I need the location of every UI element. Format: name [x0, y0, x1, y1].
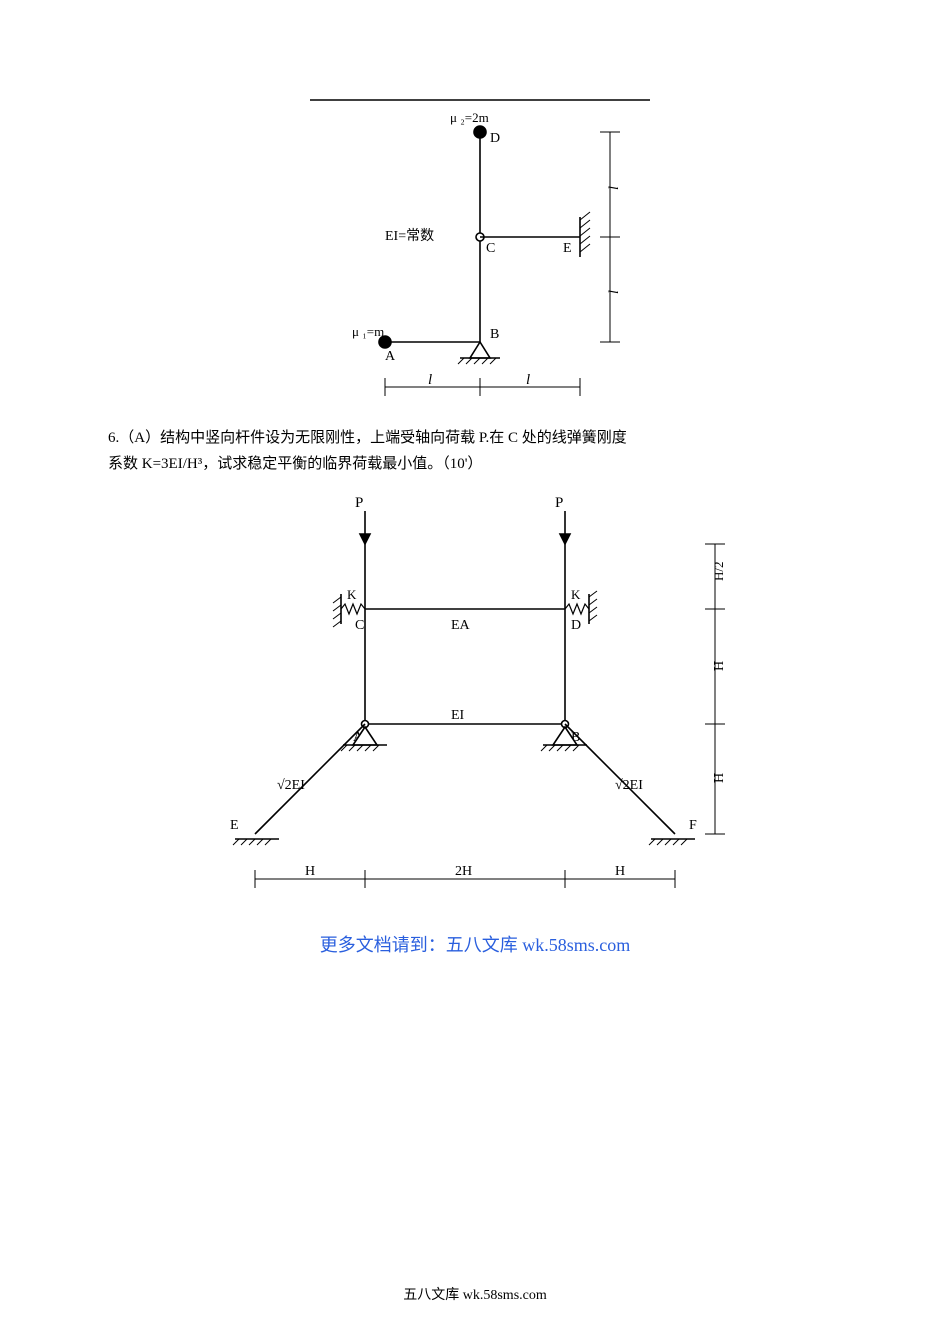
svg-text:A: A [385, 349, 396, 364]
problem6-line1: 6.（A）结构中竖向杆件设为无限刚性，上端受轴向荷载 P.在 C 处的线弹簧刚度 [108, 430, 627, 446]
svg-text:H: H [712, 661, 727, 671]
svg-text:D: D [490, 131, 500, 146]
svg-text:l: l [526, 372, 530, 388]
page-footer: 五八文库 wk.58sms.com [0, 1284, 950, 1304]
svg-text:μ ₁=m: μ ₁=m [352, 324, 384, 339]
svg-text:C: C [355, 618, 364, 633]
svg-text:EI: EI [451, 708, 465, 723]
svg-text:K: K [347, 587, 357, 602]
figure-1: μ ₂=2m D C E EI=常数 B [290, 92, 660, 412]
svg-text:E: E [563, 241, 572, 256]
svg-text:H: H [615, 864, 625, 879]
svg-text:√2EI: √2EI [615, 778, 643, 793]
more-docs-link[interactable]: 更多文档请到：五八文库 wk.58sms.com [90, 931, 860, 957]
svg-text:P: P [555, 495, 563, 511]
svg-text:K: K [571, 587, 581, 602]
svg-text:EA: EA [451, 618, 471, 633]
svg-text:EI=常数: EI=常数 [385, 228, 434, 244]
svg-text:B: B [490, 327, 499, 342]
svg-text:H: H [712, 773, 727, 783]
problem6-line2: 系数 K=3EI/H³，试求稳定平衡的临界荷载最小值。（10'） [108, 456, 482, 472]
svg-text:l: l [428, 372, 432, 388]
svg-text:D: D [571, 618, 581, 633]
svg-text:l: l [607, 290, 622, 294]
figure-2: P P K K C D EA [195, 489, 755, 919]
svg-text:H: H [305, 864, 315, 879]
svg-text:H/2: H/2 [711, 562, 726, 582]
svg-text:l: l [607, 186, 622, 190]
svg-text:μ ₂=2m: μ ₂=2m [450, 110, 489, 125]
svg-text:F: F [689, 818, 697, 833]
svg-text:E: E [230, 818, 239, 833]
svg-text:C: C [486, 241, 495, 256]
svg-text:2H: 2H [455, 864, 472, 879]
problem-6-text: 6.（A）结构中竖向杆件设为无限刚性，上端受轴向荷载 P.在 C 处的线弹簧刚度… [108, 426, 860, 477]
svg-text:P: P [355, 495, 363, 511]
svg-text:√2EI: √2EI [277, 778, 305, 793]
